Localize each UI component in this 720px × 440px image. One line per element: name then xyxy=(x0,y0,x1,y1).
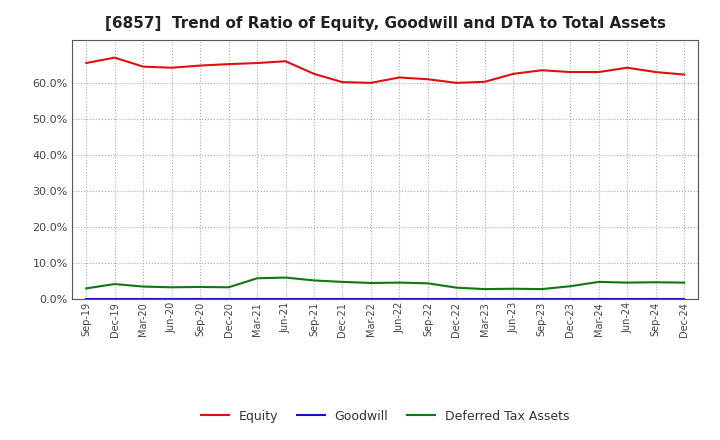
Goodwill xyxy=(310,296,318,301)
Equity xyxy=(537,68,546,73)
Line: Deferred Tax Assets: Deferred Tax Assets xyxy=(86,278,684,289)
Equity xyxy=(196,63,204,68)
Equity xyxy=(82,60,91,66)
Equity xyxy=(366,80,375,85)
Deferred Tax Assets xyxy=(423,281,432,286)
Deferred Tax Assets xyxy=(595,279,603,285)
Deferred Tax Assets xyxy=(509,286,518,291)
Deferred Tax Assets xyxy=(338,279,347,285)
Deferred Tax Assets xyxy=(310,278,318,283)
Equity xyxy=(139,64,148,69)
Deferred Tax Assets xyxy=(480,286,489,292)
Goodwill xyxy=(82,296,91,301)
Equity xyxy=(395,75,404,80)
Equity xyxy=(509,71,518,77)
Goodwill xyxy=(139,296,148,301)
Deferred Tax Assets xyxy=(167,285,176,290)
Deferred Tax Assets xyxy=(225,285,233,290)
Goodwill xyxy=(652,296,660,301)
Legend: Equity, Goodwill, Deferred Tax Assets: Equity, Goodwill, Deferred Tax Assets xyxy=(197,405,574,428)
Goodwill xyxy=(225,296,233,301)
Deferred Tax Assets xyxy=(366,280,375,286)
Goodwill xyxy=(680,296,688,301)
Deferred Tax Assets xyxy=(110,282,119,287)
Goodwill xyxy=(480,296,489,301)
Equity xyxy=(310,71,318,77)
Deferred Tax Assets xyxy=(395,280,404,285)
Goodwill xyxy=(595,296,603,301)
Equity xyxy=(480,79,489,84)
Equity xyxy=(253,60,261,66)
Goodwill xyxy=(366,296,375,301)
Equity xyxy=(225,62,233,67)
Equity xyxy=(423,77,432,82)
Goodwill xyxy=(566,296,575,301)
Goodwill xyxy=(110,296,119,301)
Goodwill xyxy=(452,296,461,301)
Title: [6857]  Trend of Ratio of Equity, Goodwill and DTA to Total Assets: [6857] Trend of Ratio of Equity, Goodwil… xyxy=(104,16,666,32)
Deferred Tax Assets xyxy=(196,284,204,290)
Deferred Tax Assets xyxy=(652,279,660,285)
Goodwill xyxy=(423,296,432,301)
Equity xyxy=(282,59,290,64)
Goodwill xyxy=(253,296,261,301)
Equity xyxy=(595,70,603,75)
Goodwill xyxy=(167,296,176,301)
Deferred Tax Assets xyxy=(452,285,461,290)
Equity xyxy=(110,55,119,60)
Goodwill xyxy=(509,296,518,301)
Deferred Tax Assets xyxy=(537,286,546,292)
Deferred Tax Assets xyxy=(82,286,91,291)
Equity xyxy=(167,65,176,70)
Deferred Tax Assets xyxy=(623,280,631,285)
Goodwill xyxy=(395,296,404,301)
Equity xyxy=(623,65,631,70)
Goodwill xyxy=(537,296,546,301)
Deferred Tax Assets xyxy=(139,284,148,289)
Equity xyxy=(338,80,347,85)
Equity xyxy=(680,72,688,77)
Deferred Tax Assets xyxy=(253,275,261,281)
Goodwill xyxy=(623,296,631,301)
Goodwill xyxy=(196,296,204,301)
Goodwill xyxy=(282,296,290,301)
Deferred Tax Assets xyxy=(680,280,688,285)
Equity xyxy=(452,80,461,85)
Deferred Tax Assets xyxy=(282,275,290,280)
Goodwill xyxy=(338,296,347,301)
Deferred Tax Assets xyxy=(566,284,575,289)
Equity xyxy=(566,70,575,75)
Equity xyxy=(652,70,660,75)
Line: Equity: Equity xyxy=(86,58,684,83)
